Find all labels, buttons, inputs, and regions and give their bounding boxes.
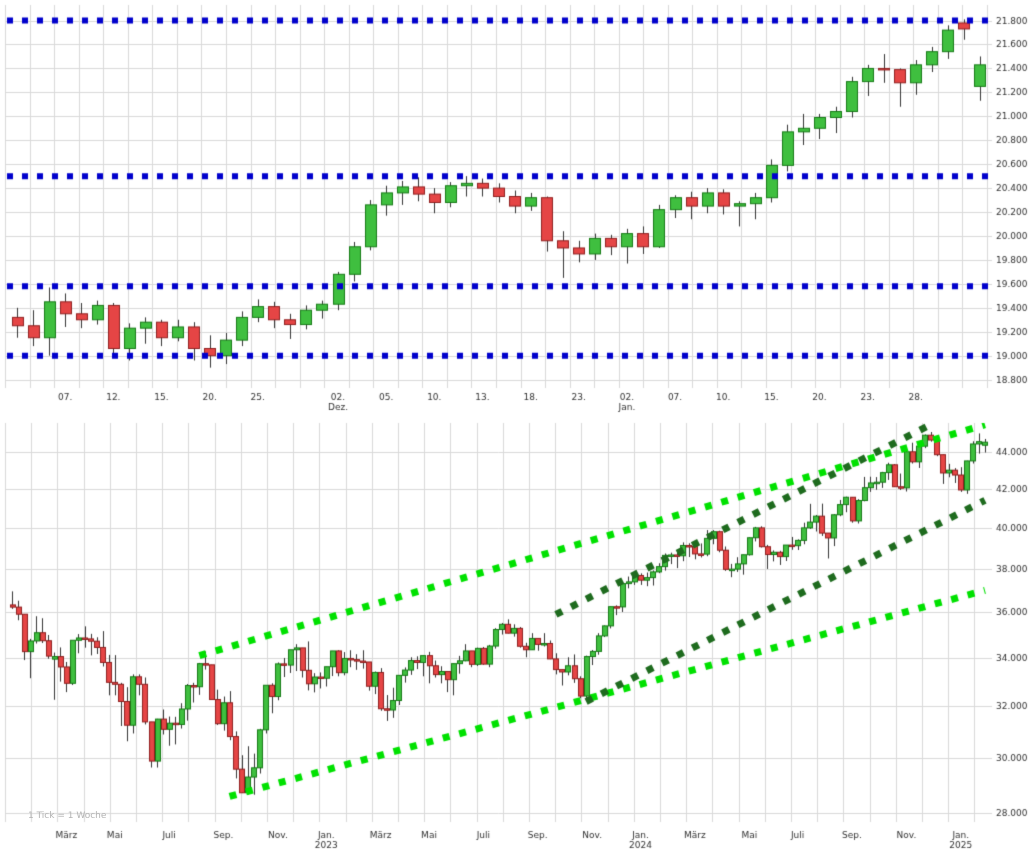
weekly-candlestick-chart [0, 415, 1036, 859]
weekly-chart-block: 1 Tick = 1 Woche [0, 415, 1036, 859]
daily-candlestick-chart [0, 0, 1036, 415]
